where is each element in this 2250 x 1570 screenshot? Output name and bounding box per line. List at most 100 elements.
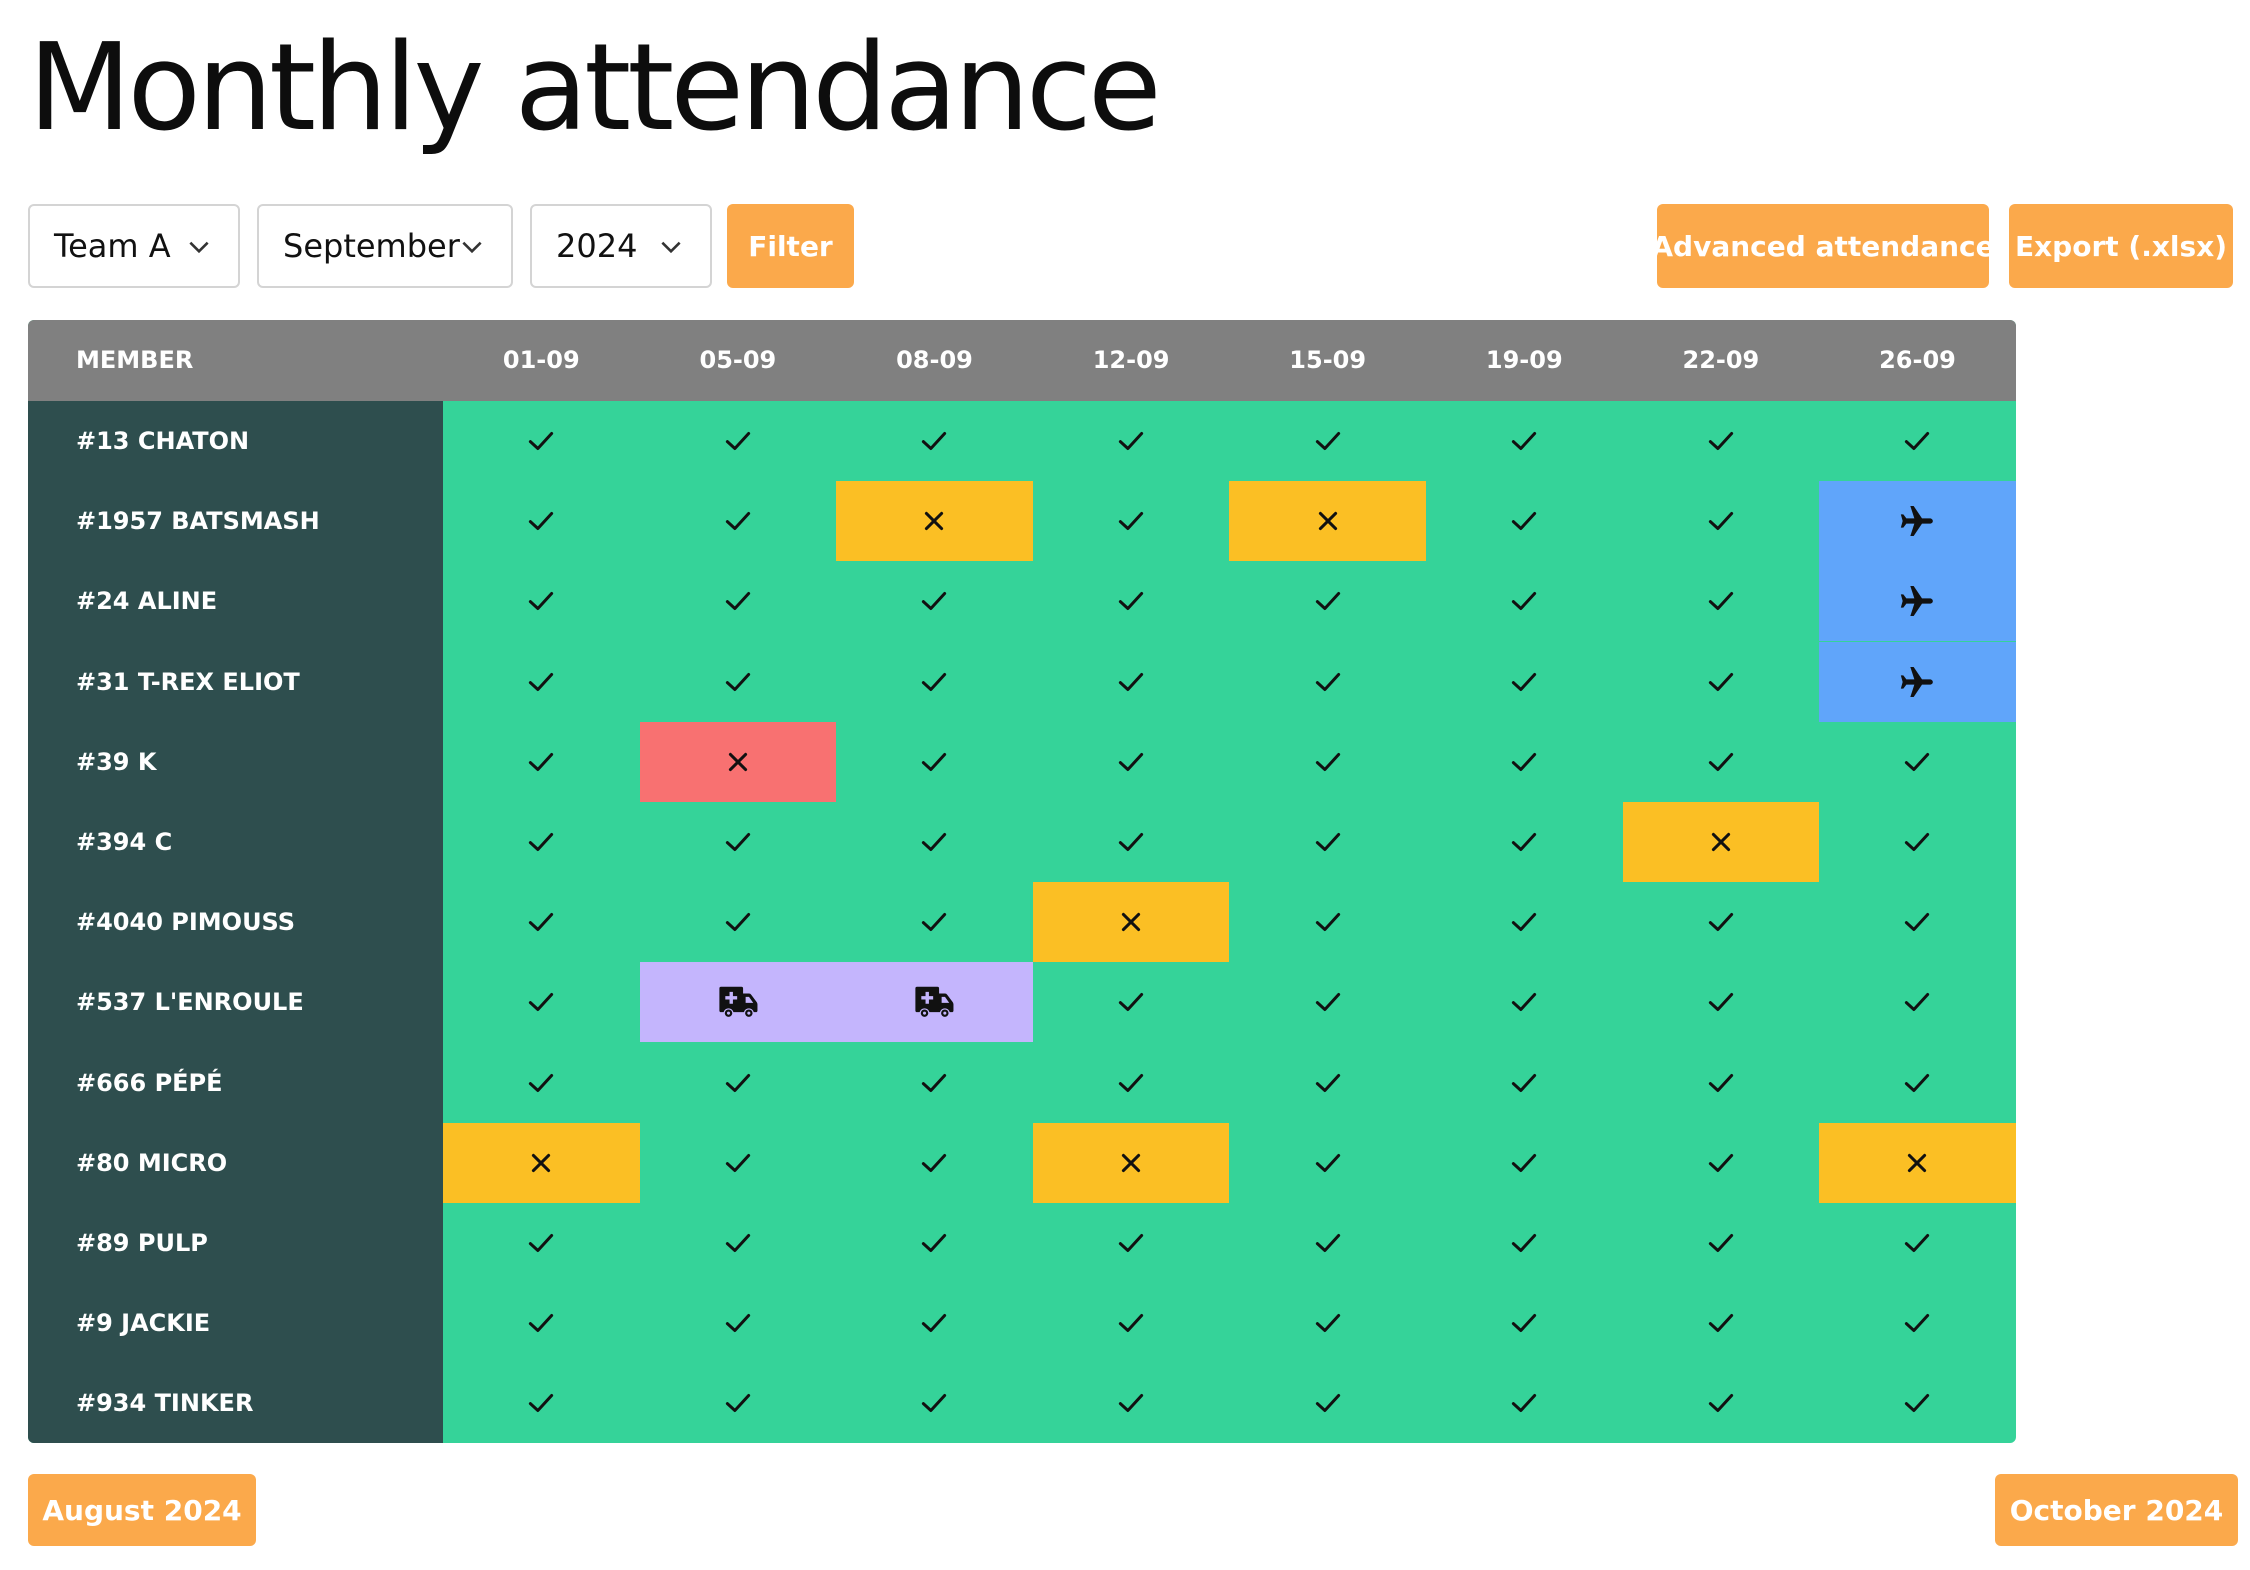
attendance-cell-present[interactable] xyxy=(1623,1043,1820,1123)
attendance-cell-present[interactable] xyxy=(640,642,837,722)
attendance-cell-present[interactable] xyxy=(443,401,640,481)
attendance-cell-present[interactable] xyxy=(1623,1363,1820,1443)
attendance-cell-present[interactable] xyxy=(836,722,1033,802)
attendance-cell-present[interactable] xyxy=(1426,561,1623,641)
attendance-cell-present[interactable] xyxy=(1426,481,1623,561)
attendance-cell-present[interactable] xyxy=(836,1283,1033,1363)
export-xlsx-button[interactable]: Export (.xlsx) xyxy=(2009,204,2233,288)
attendance-cell-present[interactable] xyxy=(443,1203,640,1283)
attendance-cell-present[interactable] xyxy=(1033,802,1230,882)
attendance-cell-present[interactable] xyxy=(836,1203,1033,1283)
attendance-cell-present[interactable] xyxy=(1033,1043,1230,1123)
attendance-cell-present[interactable] xyxy=(1426,1283,1623,1363)
attendance-cell-present[interactable] xyxy=(836,401,1033,481)
attendance-cell-present[interactable] xyxy=(1229,882,1426,962)
attendance-cell-present[interactable] xyxy=(1623,1283,1820,1363)
attendance-cell-absent[interactable] xyxy=(1819,1122,2016,1203)
attendance-cell-present[interactable] xyxy=(1819,1283,2016,1363)
attendance-cell-present[interactable] xyxy=(443,1043,640,1123)
previous-month-button[interactable]: August 2024 xyxy=(28,1474,256,1546)
attendance-cell-present[interactable] xyxy=(640,561,837,641)
attendance-cell-absent[interactable] xyxy=(1229,481,1426,562)
filter-button[interactable]: Filter xyxy=(727,204,854,288)
attendance-cell-present[interactable] xyxy=(1819,401,2016,481)
attendance-cell-present[interactable] xyxy=(640,1123,837,1203)
attendance-cell-present[interactable] xyxy=(443,962,640,1042)
attendance-cell-present[interactable] xyxy=(1819,882,2016,962)
attendance-cell-present[interactable] xyxy=(443,722,640,802)
attendance-cell-present[interactable] xyxy=(640,1363,837,1443)
attendance-cell-present[interactable] xyxy=(1623,1123,1820,1203)
attendance-cell-travel[interactable] xyxy=(1819,561,2016,642)
attendance-cell-present[interactable] xyxy=(1426,1043,1623,1123)
attendance-cell-present[interactable] xyxy=(1033,1283,1230,1363)
team-select[interactable]: Team A xyxy=(28,204,240,288)
attendance-cell-unexcused[interactable] xyxy=(639,721,837,802)
attendance-cell-present[interactable] xyxy=(1033,1203,1230,1283)
attendance-cell-present[interactable] xyxy=(1229,1283,1426,1363)
attendance-cell-present[interactable] xyxy=(836,882,1033,962)
attendance-cell-travel[interactable] xyxy=(1819,641,2016,722)
attendance-cell-present[interactable] xyxy=(640,1203,837,1283)
attendance-cell-present[interactable] xyxy=(1426,1363,1623,1443)
attendance-cell-present[interactable] xyxy=(1819,1043,2016,1123)
attendance-cell-present[interactable] xyxy=(1426,401,1623,481)
attendance-cell-present[interactable] xyxy=(443,1363,640,1443)
attendance-cell-present[interactable] xyxy=(1623,962,1820,1042)
advanced-attendance-button[interactable]: Advanced attendance xyxy=(1651,204,1995,288)
attendance-cell-present[interactable] xyxy=(1033,561,1230,641)
attendance-cell-present[interactable] xyxy=(1229,401,1426,481)
attendance-cell-medical[interactable] xyxy=(836,962,1033,1043)
attendance-cell-absent[interactable] xyxy=(836,481,1033,562)
attendance-cell-present[interactable] xyxy=(1426,1203,1623,1283)
attendance-cell-present[interactable] xyxy=(1623,722,1820,802)
attendance-cell-present[interactable] xyxy=(443,882,640,962)
attendance-cell-present[interactable] xyxy=(1623,561,1820,641)
attendance-cell-present[interactable] xyxy=(640,1283,837,1363)
attendance-cell-present[interactable] xyxy=(1819,1363,2016,1443)
attendance-cell-present[interactable] xyxy=(443,481,640,561)
attendance-cell-absent[interactable] xyxy=(1622,802,1820,882)
attendance-cell-present[interactable] xyxy=(1819,962,2016,1042)
attendance-cell-present[interactable] xyxy=(1426,642,1623,722)
attendance-cell-present[interactable] xyxy=(1623,481,1820,561)
attendance-cell-present[interactable] xyxy=(836,561,1033,641)
attendance-cell-present[interactable] xyxy=(1819,722,2016,802)
next-month-button[interactable]: October 2024 xyxy=(1995,1474,2238,1546)
attendance-cell-present[interactable] xyxy=(1229,1203,1426,1283)
attendance-cell-present[interactable] xyxy=(1426,722,1623,802)
attendance-cell-present[interactable] xyxy=(640,1043,837,1123)
attendance-cell-absent[interactable] xyxy=(443,1122,640,1203)
attendance-cell-present[interactable] xyxy=(640,481,837,561)
year-select[interactable]: 2024 xyxy=(530,204,712,288)
attendance-cell-present[interactable] xyxy=(1229,561,1426,641)
attendance-cell-present[interactable] xyxy=(1033,722,1230,802)
attendance-cell-present[interactable] xyxy=(1229,802,1426,882)
attendance-cell-present[interactable] xyxy=(1033,642,1230,722)
month-select[interactable]: September xyxy=(257,204,513,288)
attendance-cell-present[interactable] xyxy=(1426,962,1623,1042)
attendance-cell-present[interactable] xyxy=(1623,401,1820,481)
attendance-cell-present[interactable] xyxy=(443,561,640,641)
attendance-cell-present[interactable] xyxy=(1819,1203,2016,1283)
attendance-cell-present[interactable] xyxy=(1229,962,1426,1042)
attendance-cell-present[interactable] xyxy=(836,642,1033,722)
attendance-cell-present[interactable] xyxy=(443,1283,640,1363)
attendance-cell-present[interactable] xyxy=(640,802,837,882)
attendance-cell-present[interactable] xyxy=(836,1043,1033,1123)
attendance-cell-present[interactable] xyxy=(443,642,640,722)
attendance-cell-present[interactable] xyxy=(1623,642,1820,722)
attendance-cell-present[interactable] xyxy=(1229,722,1426,802)
attendance-cell-present[interactable] xyxy=(1229,1363,1426,1443)
attendance-cell-medical[interactable] xyxy=(639,962,837,1043)
attendance-cell-present[interactable] xyxy=(1033,962,1230,1042)
attendance-cell-present[interactable] xyxy=(1426,1123,1623,1203)
attendance-cell-present[interactable] xyxy=(1623,1203,1820,1283)
attendance-cell-present[interactable] xyxy=(640,882,837,962)
attendance-cell-present[interactable] xyxy=(836,1123,1033,1203)
attendance-cell-present[interactable] xyxy=(1229,1043,1426,1123)
attendance-cell-present[interactable] xyxy=(1229,642,1426,722)
attendance-cell-present[interactable] xyxy=(836,802,1033,882)
attendance-cell-present[interactable] xyxy=(1033,1363,1230,1443)
attendance-cell-present[interactable] xyxy=(1819,802,2016,882)
